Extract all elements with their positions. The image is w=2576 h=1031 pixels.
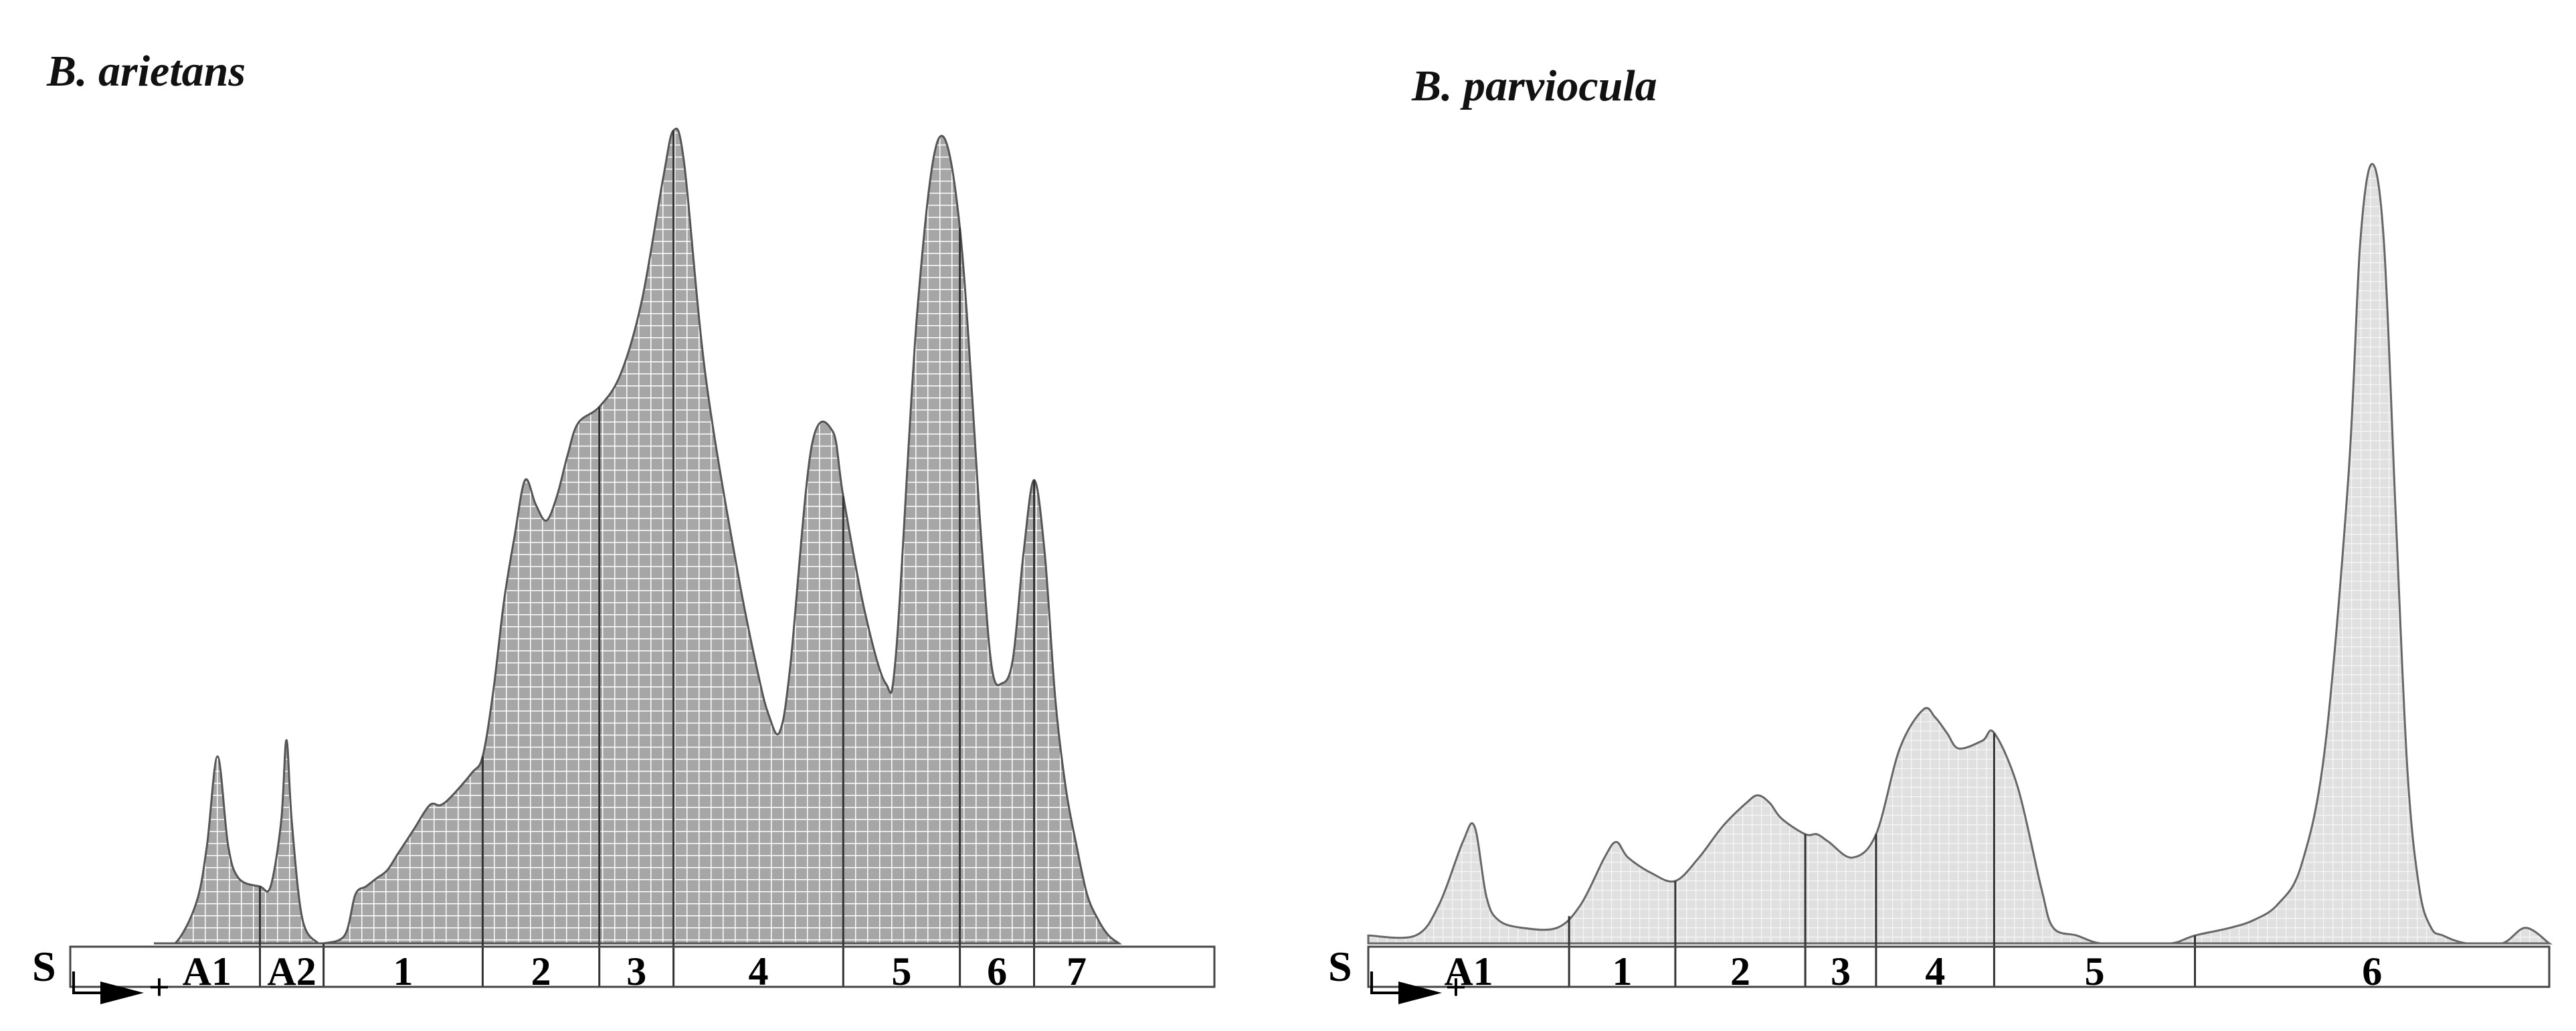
panel-b-arietans: B. arietans A1 A2 1 2 3 4 5 6 7 S + xyxy=(32,47,1216,1008)
fraction-label: 4 xyxy=(749,949,769,994)
fraction-label: A2 xyxy=(267,949,316,994)
panel-title-parviocula: B. parviocula xyxy=(1411,62,1657,110)
fraction-label: 6 xyxy=(2362,949,2382,994)
fraction-label: 5 xyxy=(2085,949,2105,994)
baseline-bar-arietans xyxy=(69,945,1216,988)
fraction-dividers-parviocula xyxy=(1568,733,2196,987)
fraction-label: 1 xyxy=(1613,949,1633,994)
fraction-label: 6 xyxy=(987,949,1007,994)
fraction-label: 7 xyxy=(1067,949,1087,994)
fraction-labels-arietans: A1 A2 1 2 3 4 5 6 7 xyxy=(183,949,1087,994)
fraction-dividers-arietans xyxy=(259,130,1035,987)
fraction-labels-parviocula: A1 1 2 3 4 5 6 xyxy=(1444,949,2382,994)
fraction-label: 2 xyxy=(1730,949,1750,994)
profile-area-parviocula xyxy=(1367,163,2553,945)
fraction-label: 3 xyxy=(1831,949,1851,994)
baseline-bar-parviocula xyxy=(1367,945,2551,988)
fraction-label: 3 xyxy=(626,949,646,994)
direction-label-parviocula: + xyxy=(1445,967,1467,1008)
fraction-label: 2 xyxy=(531,949,551,994)
panel-b-parviocula: B. parviocula A1 1 2 3 4 5 6 S + xyxy=(1328,62,2553,1008)
profile-area-arietans xyxy=(154,127,1122,945)
start-label-parviocula: S xyxy=(1328,943,1352,990)
fraction-label: 5 xyxy=(891,949,911,994)
direction-arrow-parviocula: + xyxy=(1370,967,1467,1008)
fraction-label: 1 xyxy=(393,949,413,994)
start-label-arietans: S xyxy=(32,943,56,990)
fraction-label: A1 xyxy=(1444,949,1493,994)
direction-arrow-arietans: + xyxy=(72,967,170,1008)
fraction-label: 4 xyxy=(1925,949,1945,994)
panel-title-arietans: B. arietans xyxy=(46,47,246,96)
fraction-label: A1 xyxy=(183,949,232,994)
direction-label-arietans: + xyxy=(149,967,170,1008)
